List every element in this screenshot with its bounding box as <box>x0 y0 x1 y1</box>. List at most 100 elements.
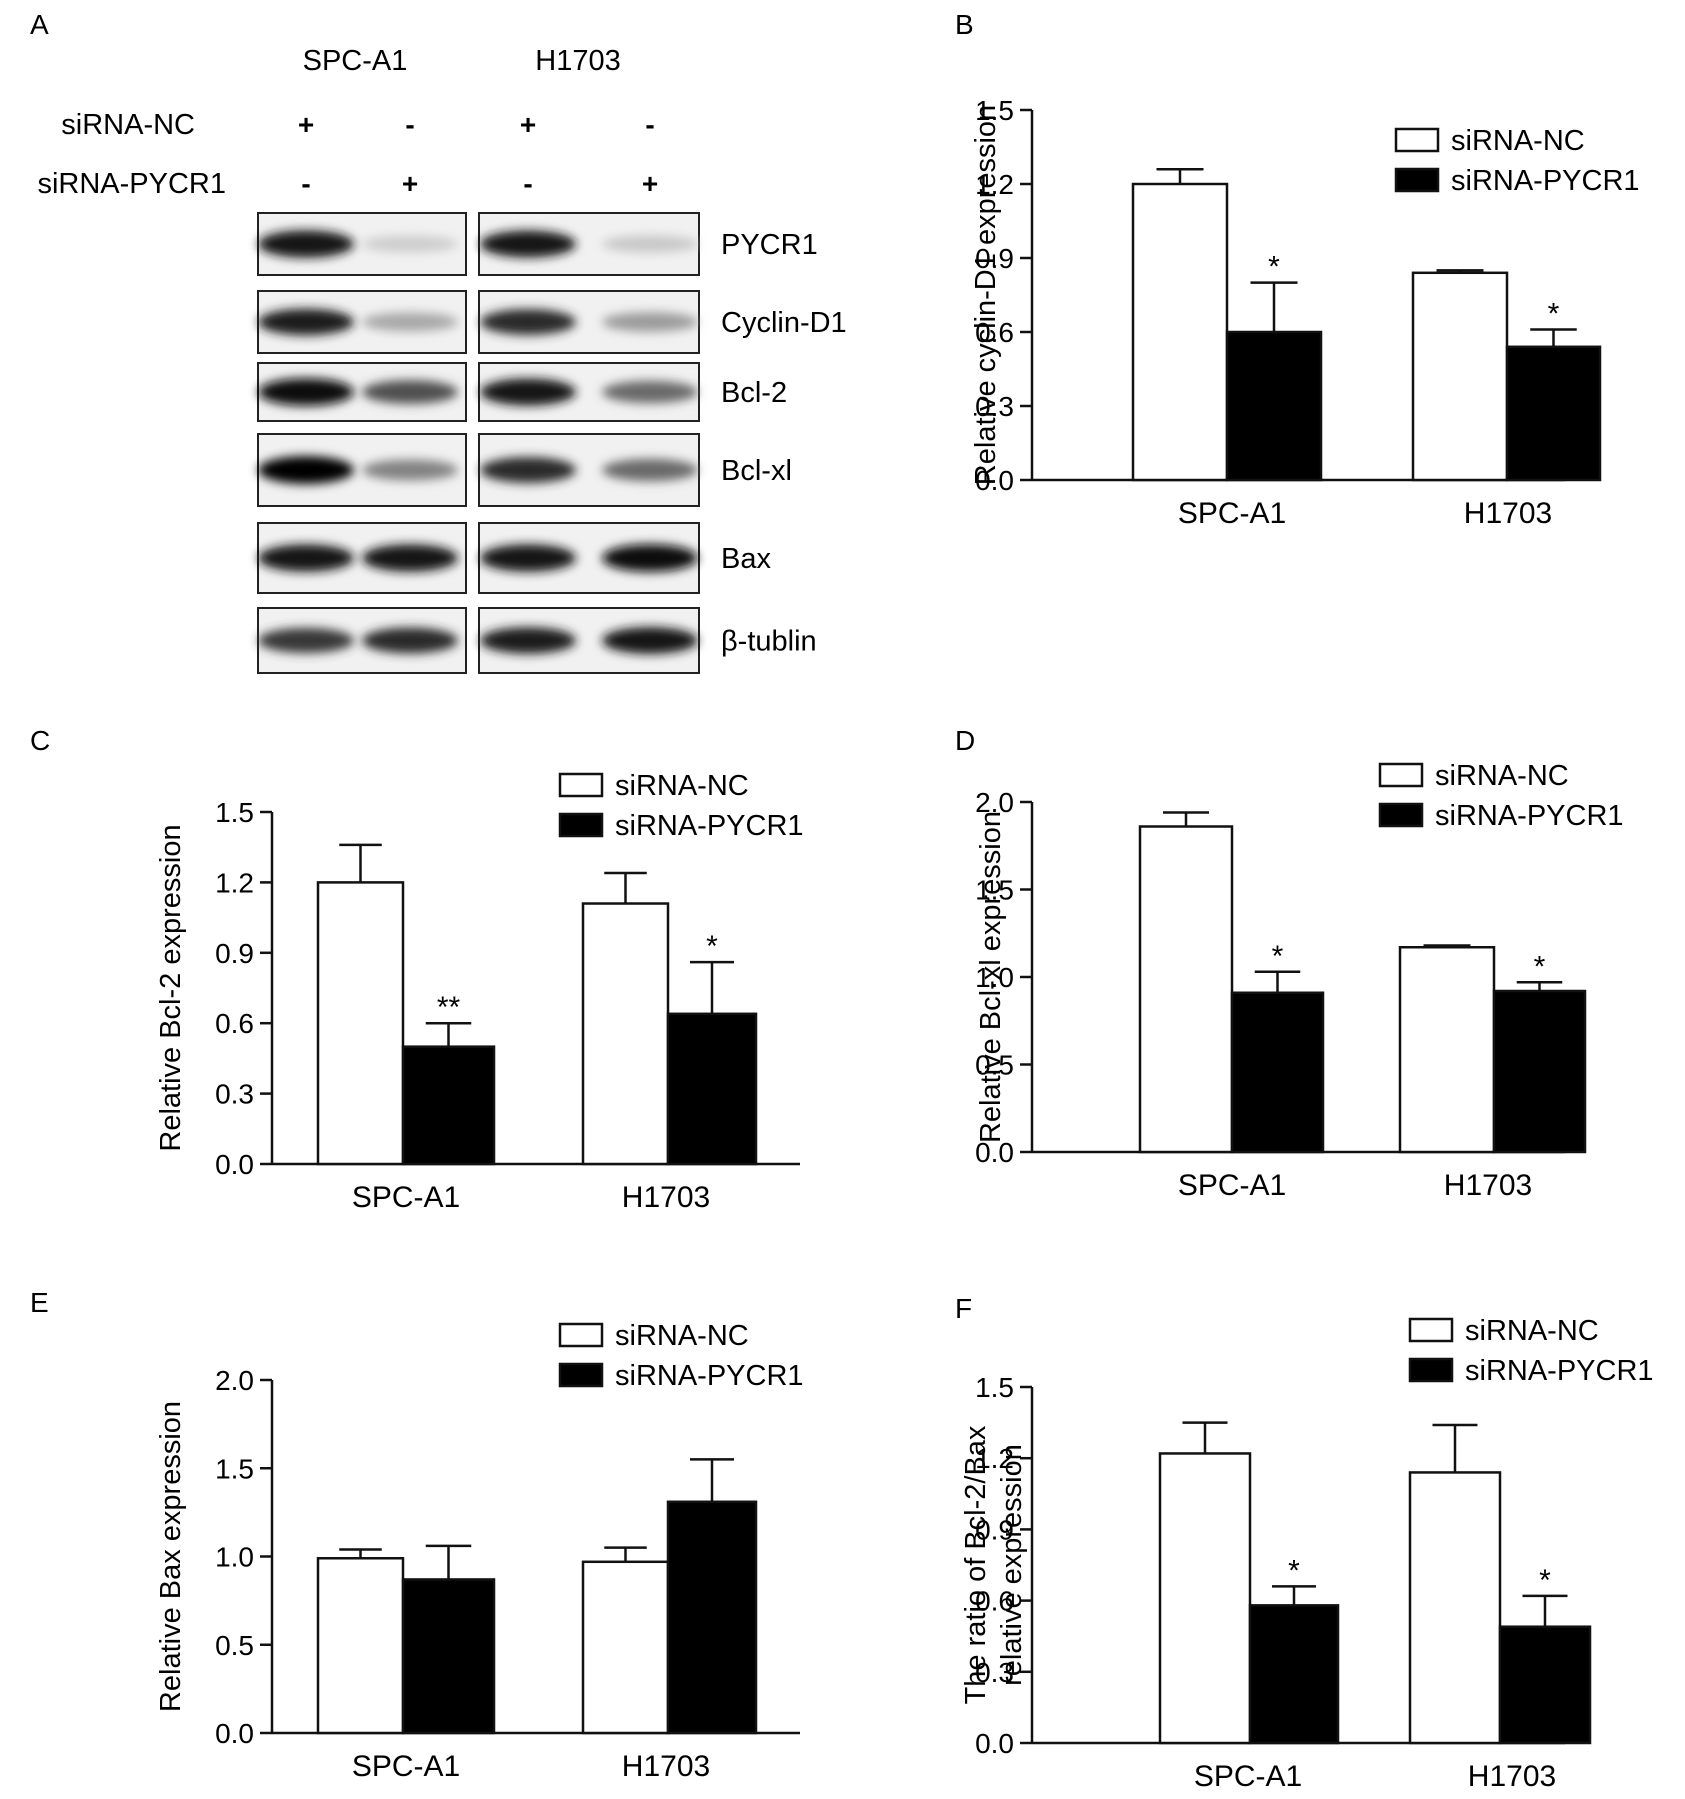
panel-letter-c: C <box>30 725 50 756</box>
bar-c-spc-a1-nc <box>316 881 405 1166</box>
y-tick-label-e-1: 0.5 <box>215 1630 254 1661</box>
significance-b-2: * <box>1548 298 1560 331</box>
y-axis-label-f-line-1: The ratio of Bcl-2/Bax <box>960 1425 992 1704</box>
panel-letter-e: E <box>30 1287 49 1318</box>
bar-b-spc-a1-pycr1 <box>1225 330 1323 482</box>
y-tick-label-c-4: 1.2 <box>215 867 254 898</box>
band-row-3-lane-4 <box>602 380 698 404</box>
band-row-2-lane-2 <box>362 312 458 332</box>
y-tick-label-b-0: 0.0 <box>975 465 1014 496</box>
bar-d-h1703-nc <box>1398 946 1496 1154</box>
protein-label-2: Cyclin-D1 <box>721 307 847 339</box>
y-tick-label-c-1: 0.3 <box>215 1079 254 1110</box>
legend-swatch-b-2 <box>1394 167 1440 193</box>
bar-b-h1703-pycr1 <box>1505 345 1602 482</box>
band-row-4-lane-2 <box>362 459 458 481</box>
significance-f-1: * <box>1288 1554 1300 1587</box>
y-tick-label-c-0: 0.0 <box>215 1149 254 1180</box>
y-tick-label-b-3: 0.9 <box>975 243 1014 274</box>
y-tick-label-b-1: 0.3 <box>975 391 1014 422</box>
legend-label-b-2: siRNA-PYCR1 <box>1451 165 1640 197</box>
category-label-b-1: SPC-A1 <box>1178 497 1286 530</box>
bar-b-spc-a1-nc <box>1131 182 1229 482</box>
bar-f-spc-a1-nc <box>1158 1452 1252 1745</box>
category-label-e-2: H1703 <box>622 1750 710 1783</box>
y-tick-label-e-0: 0.0 <box>215 1718 254 1749</box>
legend-label-f-2: siRNA-PYCR1 <box>1465 1355 1654 1387</box>
panel-letter-b: B <box>955 9 974 40</box>
y-tick-label-f-0: 0.0 <box>975 1728 1014 1759</box>
y-tick-label-e-4: 2.0 <box>215 1365 254 1396</box>
legend-swatch-b-1 <box>1394 127 1440 153</box>
condition-label-sirna-pycr1: siRNA-PYCR1 <box>37 168 226 200</box>
legend-label-e-2: siRNA-PYCR1 <box>615 1360 804 1392</box>
y-tick-label-e-3: 1.5 <box>215 1453 254 1484</box>
bar-d-spc-a1-pycr1 <box>1230 991 1325 1154</box>
legend-label-f-1: siRNA-NC <box>1465 1315 1599 1347</box>
condition-label-sirna-nc: siRNA-NC <box>61 109 195 141</box>
bar-f-h1703-pycr1 <box>1498 1625 1592 1745</box>
protein-label-4: Bcl-xl <box>721 455 792 487</box>
bar-b-h1703-nc <box>1411 271 1509 482</box>
band-row-2-lane-3 <box>480 309 576 335</box>
band-row-3-lane-3 <box>480 378 576 406</box>
bar-f-spc-a1-pycr1 <box>1248 1604 1340 1745</box>
legend-swatch-c-2 <box>558 812 604 838</box>
band-row-2-lane-4 <box>602 312 698 332</box>
legend-label-c-1: siRNA-NC <box>615 770 749 802</box>
band-row-6-lane-2 <box>362 627 458 654</box>
bar-e-spc-a1-nc <box>316 1557 405 1735</box>
legend-swatch-e-2 <box>558 1362 604 1388</box>
sign-nc-lane-2: - <box>405 109 414 140</box>
y-tick-label-d-2: 1.0 <box>975 962 1014 993</box>
y-tick-label-b-5: 1.5 <box>975 95 1014 126</box>
bar-c-h1703-nc <box>581 902 670 1166</box>
legend-swatch-f-2 <box>1408 1357 1454 1383</box>
bar-e-spc-a1-pycr1 <box>401 1578 496 1735</box>
y-axis-label-c: Relative Bcl-2 expression <box>155 824 187 1151</box>
category-label-c-1: SPC-A1 <box>352 1181 460 1214</box>
protein-label-1: PYCR1 <box>721 229 818 261</box>
sign-nc-lane-4: - <box>645 109 654 140</box>
sign-pycr1-lane-4: + <box>642 168 658 199</box>
legend-label-d-2: siRNA-PYCR1 <box>1435 800 1624 832</box>
band-row-3-lane-1 <box>258 378 354 406</box>
category-label-f-1: SPC-A1 <box>1194 1760 1302 1793</box>
condition-signs: + - + - - + - + <box>298 109 658 199</box>
y-axis-label-d: Relative Bcl-xl expression <box>975 811 1007 1143</box>
panel-letter-d: D <box>955 725 975 756</box>
band-row-5-lane-2 <box>362 544 458 572</box>
bar-e-h1703-nc <box>581 1560 670 1735</box>
band-row-4-lane-1 <box>258 456 354 484</box>
significance-f-2: * <box>1539 1564 1551 1597</box>
category-label-d-2: H1703 <box>1444 1169 1532 1202</box>
legend-label-c-2: siRNA-PYCR1 <box>615 810 804 842</box>
y-tick-label-d-0: 0.0 <box>975 1137 1014 1168</box>
y-tick-label-e-2: 1.0 <box>215 1542 254 1573</box>
band-row-6-lane-3 <box>480 627 576 654</box>
band-row-4-lane-4 <box>602 458 698 482</box>
bar-e-h1703-pycr1 <box>666 1500 758 1735</box>
category-label-c-2: H1703 <box>622 1181 710 1214</box>
y-axis-label-b: Relative cyclin-D1 expression <box>970 105 1002 485</box>
band-row-1-lane-3 <box>480 230 576 258</box>
legend-swatch-d-2 <box>1378 802 1424 828</box>
y-tick-label-d-1: 0.5 <box>975 1050 1014 1081</box>
y-tick-label-f-5: 1.5 <box>975 1372 1014 1403</box>
y-tick-label-b-2: 0.6 <box>975 317 1014 348</box>
bar-c-h1703-pycr1 <box>666 1012 758 1166</box>
bar-f-h1703-nc <box>1408 1471 1502 1745</box>
band-row-1-lane-2 <box>362 235 458 253</box>
y-tick-label-f-2: 0.6 <box>975 1586 1014 1617</box>
y-tick-label-f-3: 0.9 <box>975 1514 1014 1545</box>
legend-label-b-1: siRNA-NC <box>1451 125 1585 157</box>
sign-nc-lane-1: + <box>298 109 314 140</box>
significance-d-1: * <box>1272 940 1284 973</box>
sign-pycr1-lane-3: - <box>523 168 532 199</box>
legend-label-e-1: siRNA-NC <box>615 1320 749 1352</box>
legend-swatch-c-1 <box>558 772 604 798</box>
protein-labels: PYCR1 Cyclin-D1 Bcl-2 Bcl-xl Bax β-tublin <box>721 229 847 658</box>
sign-nc-lane-3: + <box>520 109 536 140</box>
